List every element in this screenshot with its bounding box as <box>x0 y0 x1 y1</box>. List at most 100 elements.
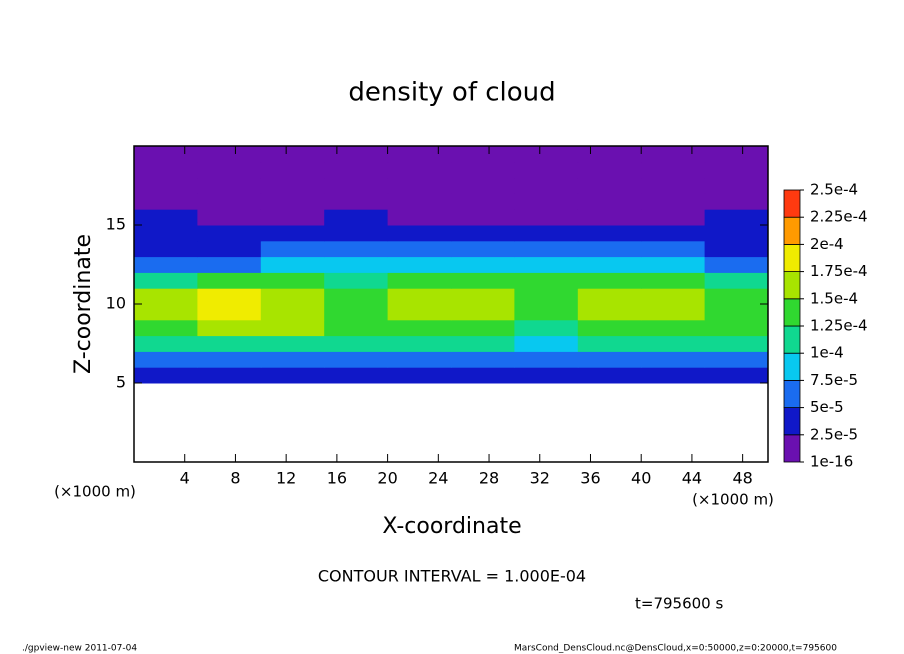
colorbar-label: 1e-4 <box>810 344 844 362</box>
cell <box>260 256 325 273</box>
cell <box>704 288 769 305</box>
cell <box>451 319 515 337</box>
cell <box>641 288 706 305</box>
cell <box>197 240 262 258</box>
cell <box>704 161 769 179</box>
cell <box>577 225 642 242</box>
cell <box>324 272 389 289</box>
cell <box>387 209 452 226</box>
cell <box>324 351 389 368</box>
cell <box>577 193 642 210</box>
cell <box>451 146 515 163</box>
cell <box>704 225 769 242</box>
cell <box>324 225 389 242</box>
y-tick-label: 15 <box>106 215 126 234</box>
cell <box>514 225 579 242</box>
cell <box>451 367 515 384</box>
cell <box>134 335 198 352</box>
cell <box>704 304 769 321</box>
cell <box>577 240 642 258</box>
cell <box>577 367 642 384</box>
cell <box>641 240 706 258</box>
colorbar-label: 2.25e-4 <box>810 208 868 226</box>
cell <box>134 240 198 258</box>
cell <box>514 272 579 289</box>
colorbar-label: 2.5e-5 <box>810 425 858 443</box>
cell <box>197 351 262 368</box>
cell <box>260 304 325 321</box>
cell <box>514 319 579 337</box>
cell <box>704 319 769 337</box>
cell <box>451 351 515 368</box>
x-tick-label: 40 <box>631 469 651 488</box>
cell <box>260 319 325 337</box>
colorbar-box <box>783 379 801 408</box>
cell <box>577 351 642 368</box>
cell <box>514 209 579 226</box>
x-tick-label: 36 <box>580 469 600 488</box>
colorbar-label: 2e-4 <box>810 235 844 253</box>
x-tick-label: 12 <box>276 469 296 488</box>
chart-title: density of cloud <box>348 78 555 108</box>
cell <box>577 177 642 194</box>
cell <box>514 177 579 194</box>
cell <box>514 256 579 273</box>
colorbar-box <box>783 298 801 327</box>
cell <box>260 177 325 194</box>
cell <box>260 335 325 352</box>
cell <box>577 335 642 352</box>
cell <box>197 225 262 242</box>
colorbar-label: 1.75e-4 <box>810 262 868 280</box>
cell <box>134 225 198 242</box>
cell <box>197 335 262 352</box>
colorbar-label: 1e-16 <box>810 453 853 471</box>
cell <box>451 161 515 179</box>
cell <box>134 272 198 289</box>
x-tick-label: 28 <box>479 469 499 488</box>
cell <box>387 367 452 384</box>
cell <box>387 161 452 179</box>
colorbar-box <box>783 243 801 272</box>
cell <box>260 240 325 258</box>
cell <box>197 161 262 179</box>
cell <box>260 225 325 242</box>
cell <box>197 256 262 273</box>
cell <box>324 304 389 321</box>
cell <box>451 177 515 194</box>
cell <box>260 146 325 163</box>
cell <box>514 335 579 352</box>
cell <box>197 193 262 210</box>
cell <box>641 351 706 368</box>
y-tick-label: 10 <box>106 294 126 313</box>
cell <box>387 225 452 242</box>
y-axis-label: Z-coordinate <box>71 234 96 374</box>
cell <box>451 335 515 352</box>
cell <box>641 146 706 163</box>
cell <box>387 335 452 352</box>
cell <box>134 161 198 179</box>
cell <box>260 161 325 179</box>
y-unit: (×1000 m) <box>54 483 136 501</box>
cell <box>514 161 579 179</box>
cell <box>577 209 642 226</box>
cell <box>641 335 706 352</box>
cell <box>197 304 262 321</box>
cell <box>451 225 515 242</box>
cell <box>387 272 452 289</box>
cell <box>641 367 706 384</box>
colorbar-box <box>783 325 801 354</box>
cell <box>451 240 515 258</box>
cell <box>451 304 515 321</box>
cell <box>134 146 198 163</box>
colorbar-label: 5e-5 <box>810 398 844 416</box>
cell <box>387 240 452 258</box>
cell <box>577 288 642 305</box>
cell <box>197 177 262 194</box>
cell <box>134 193 198 210</box>
cell <box>577 304 642 321</box>
cell <box>577 146 642 163</box>
colorbar-box <box>783 434 801 463</box>
cell <box>324 177 389 194</box>
cell <box>641 161 706 179</box>
contour-note: CONTOUR INTERVAL = 1.000E-04 <box>318 567 586 586</box>
